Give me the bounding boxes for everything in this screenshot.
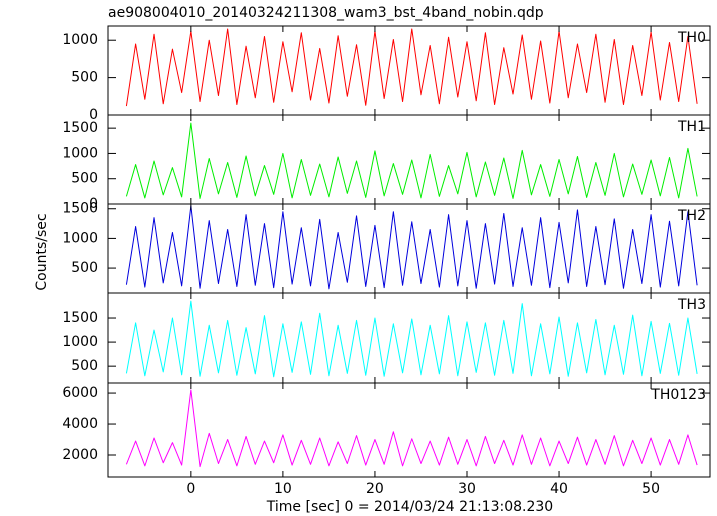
x-tick-label: 10 [274, 481, 292, 497]
y-tick-label: 0 [89, 107, 98, 123]
panel-label: TH1 [677, 119, 706, 135]
x-axis-label: Time [sec] 0 = 2014/03/24 21:13:08.230 [266, 499, 553, 515]
y-tick-label: 1500 [62, 310, 98, 326]
panel-label: TH3 [677, 297, 706, 313]
panel-label: TH0123 [650, 387, 706, 403]
y-tick-label: 1500 [62, 201, 98, 217]
series-line [125, 122, 698, 199]
panel-label: TH2 [677, 208, 706, 224]
y-tick-label: 6000 [62, 385, 98, 401]
y-axis-label: Counts/sec [34, 213, 50, 290]
series-line [125, 300, 698, 378]
x-tick-label: 0 [186, 481, 195, 497]
y-tick-label: 1500 [62, 120, 98, 136]
chart-title: ae908004010_20140324211308_wam3_bst_4ban… [108, 5, 544, 21]
y-tick-label: 500 [71, 70, 98, 86]
y-tick-label: 2000 [62, 447, 98, 463]
y-tick-label: 500 [71, 171, 98, 187]
y-tick-label: 1000 [62, 334, 98, 350]
panel-label: TH0 [677, 30, 706, 46]
y-tick-label: 1000 [62, 32, 98, 48]
y-tick-label: 1000 [62, 145, 98, 161]
x-tick-label: 30 [458, 481, 476, 497]
x-tick-label: 50 [642, 481, 660, 497]
x-tick-label: 20 [366, 481, 384, 497]
panel-frame [107, 114, 711, 205]
series-line [125, 205, 698, 290]
x-tick-label: 40 [550, 481, 568, 497]
y-tick-label: 1000 [62, 230, 98, 246]
y-tick-label: 0 [89, 196, 98, 212]
series-line [125, 389, 698, 468]
y-tick-label: 500 [71, 358, 98, 374]
series-line [125, 28, 698, 107]
panel-frame [107, 382, 711, 478]
panel-frame [107, 25, 711, 116]
y-tick-label: 4000 [62, 416, 98, 432]
panel-frame [107, 203, 711, 294]
y-tick-label: 500 [71, 260, 98, 276]
